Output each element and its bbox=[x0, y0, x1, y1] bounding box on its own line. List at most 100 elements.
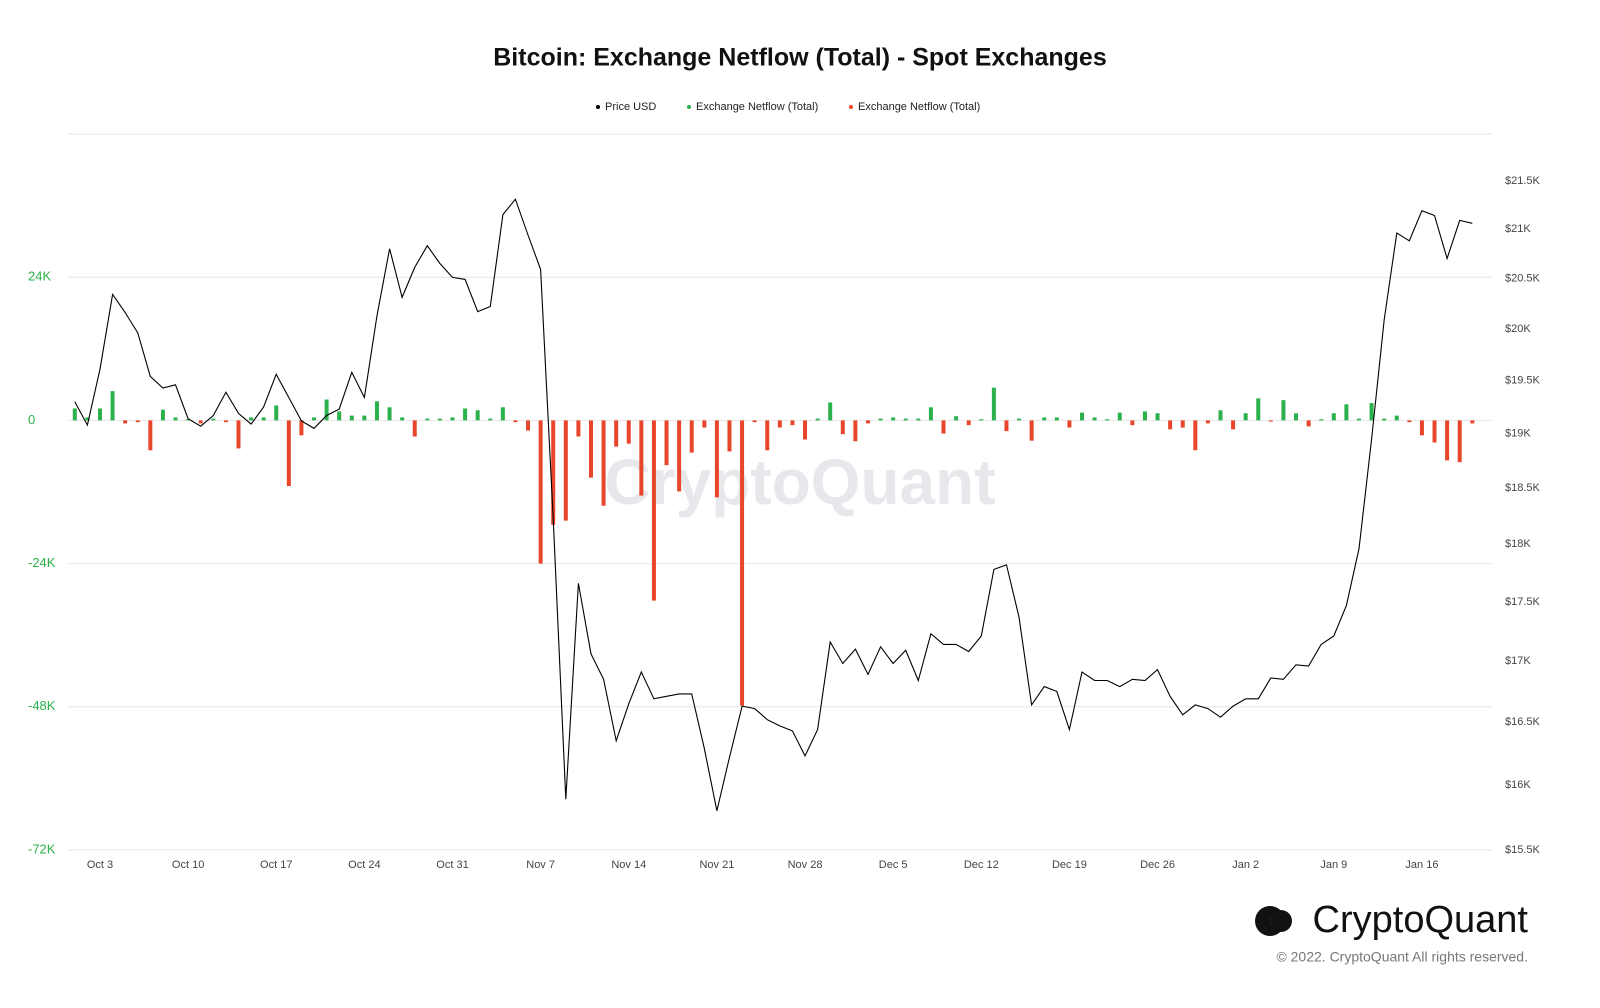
y2-tick-label: $16.5K bbox=[1505, 716, 1541, 728]
bar bbox=[286, 420, 291, 487]
bar bbox=[1294, 413, 1299, 421]
bar bbox=[601, 420, 606, 506]
bar bbox=[1017, 418, 1022, 421]
bar bbox=[1445, 420, 1450, 461]
y-tick-label: -24K bbox=[28, 555, 56, 570]
x-tick-label: Dec 26 bbox=[1140, 859, 1175, 871]
bar bbox=[500, 407, 505, 421]
bar bbox=[626, 420, 631, 444]
bar bbox=[1029, 420, 1034, 441]
x-tick-label: Jan 9 bbox=[1320, 859, 1347, 871]
bar bbox=[1042, 417, 1047, 421]
x-tick-label: Nov 14 bbox=[611, 859, 646, 871]
bar bbox=[1105, 419, 1110, 421]
bar bbox=[979, 419, 984, 421]
bar bbox=[916, 418, 921, 421]
bar bbox=[236, 420, 241, 449]
x-tick-label: Dec 19 bbox=[1052, 859, 1087, 871]
bar bbox=[1168, 420, 1173, 430]
legend-marker bbox=[849, 105, 853, 109]
x-tick-label: Jan 16 bbox=[1405, 859, 1438, 871]
bar bbox=[576, 420, 581, 437]
y2-tick-label: $17.5K bbox=[1505, 596, 1541, 608]
bar bbox=[563, 420, 568, 521]
y2-tick-label: $18K bbox=[1505, 538, 1531, 550]
bar bbox=[677, 420, 682, 492]
bar bbox=[639, 420, 644, 496]
bar bbox=[123, 420, 128, 424]
y2-tick-label: $20.5K bbox=[1505, 272, 1541, 284]
bar bbox=[1092, 417, 1097, 421]
bar bbox=[702, 420, 707, 428]
bar bbox=[815, 418, 820, 421]
bar bbox=[437, 418, 442, 421]
bar bbox=[727, 420, 732, 452]
y2-tick-label: $21.5K bbox=[1505, 175, 1541, 187]
legend-label: Price USD bbox=[605, 101, 656, 113]
bar bbox=[135, 420, 140, 423]
bar bbox=[538, 420, 543, 564]
bar bbox=[1369, 403, 1374, 421]
bar bbox=[1117, 412, 1122, 421]
bar bbox=[72, 408, 77, 421]
bar bbox=[362, 415, 367, 421]
bar bbox=[312, 417, 317, 421]
legend-label: Exchange Netflow (Total) bbox=[858, 101, 980, 113]
bar bbox=[85, 417, 90, 421]
bar bbox=[1218, 410, 1223, 421]
y2-tick-label: $18.5K bbox=[1505, 482, 1541, 494]
bar bbox=[651, 420, 656, 601]
bar bbox=[513, 420, 518, 423]
x-tick-label: Nov 21 bbox=[699, 859, 734, 871]
watermark: CryptoQuant bbox=[604, 446, 995, 518]
y2-tick-label: $15.5K bbox=[1505, 844, 1541, 856]
bar bbox=[954, 416, 959, 421]
price-line bbox=[74, 198, 1473, 811]
bar bbox=[110, 391, 115, 421]
bar bbox=[1344, 404, 1349, 421]
bar bbox=[324, 399, 329, 421]
bar bbox=[337, 411, 342, 421]
bar bbox=[1205, 420, 1210, 424]
bar bbox=[387, 407, 392, 421]
bar bbox=[790, 420, 795, 426]
bar bbox=[991, 387, 996, 421]
bar bbox=[186, 419, 191, 421]
y-tick-label: -48K bbox=[28, 698, 56, 713]
bar bbox=[1394, 415, 1399, 421]
bar bbox=[1180, 420, 1185, 428]
bar bbox=[765, 420, 770, 451]
bar bbox=[740, 420, 745, 706]
bar bbox=[1256, 398, 1261, 421]
y2-tick-label: $19K bbox=[1505, 428, 1531, 440]
x-tick-label: Oct 24 bbox=[348, 859, 380, 871]
x-tick-label: Dec 12 bbox=[964, 859, 999, 871]
x-tick-label: Oct 17 bbox=[260, 859, 292, 871]
y-tick-label: -72K bbox=[28, 841, 56, 856]
bar bbox=[891, 417, 896, 421]
x-tick-label: Oct 3 bbox=[87, 859, 113, 871]
bar bbox=[1054, 417, 1059, 421]
bar bbox=[1419, 420, 1424, 436]
bar bbox=[450, 417, 455, 421]
bar bbox=[903, 418, 908, 421]
bar bbox=[1193, 420, 1198, 451]
bar bbox=[1067, 420, 1072, 428]
y-tick-label: 24K bbox=[28, 269, 51, 284]
bar bbox=[1243, 413, 1248, 421]
legend-marker bbox=[596, 105, 600, 109]
y2-tick-label: $17K bbox=[1505, 655, 1531, 667]
bar bbox=[488, 418, 493, 421]
bar bbox=[274, 405, 279, 421]
bar bbox=[475, 410, 480, 421]
bar bbox=[249, 417, 254, 421]
legend-label: Exchange Netflow (Total) bbox=[696, 101, 818, 113]
bar bbox=[588, 420, 593, 478]
bar bbox=[689, 420, 694, 453]
x-tick-label: Oct 10 bbox=[172, 859, 204, 871]
brand-logo bbox=[1255, 906, 1292, 936]
x-tick-label: Nov 7 bbox=[526, 859, 555, 871]
bar bbox=[97, 408, 102, 421]
bar bbox=[211, 418, 216, 421]
bar bbox=[1004, 420, 1009, 432]
